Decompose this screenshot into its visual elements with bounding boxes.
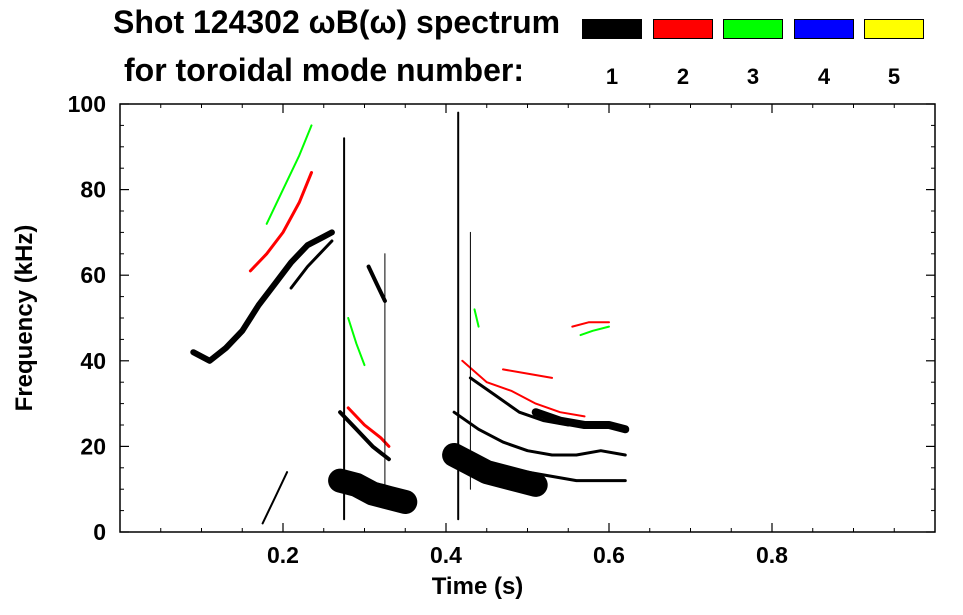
y-tick-label: 60 xyxy=(80,262,106,288)
legend-swatch-mode-5 xyxy=(864,19,924,39)
mode-3-band-19 xyxy=(473,308,480,328)
x-tick-label: 0.8 xyxy=(756,542,788,568)
x-axis-title: Time (s) xyxy=(432,573,524,600)
mode-3-band-18 xyxy=(579,325,610,337)
legend-swatch-mode-3 xyxy=(723,19,783,39)
legend-label-mode-2: 2 xyxy=(676,64,690,89)
mode-1-band-6 xyxy=(442,443,548,497)
mode-1-band-9 xyxy=(531,408,630,434)
legend-label-mode-4: 4 xyxy=(817,64,831,89)
mode-2-band-14 xyxy=(502,368,553,379)
mode-2-band-15 xyxy=(571,321,610,328)
chart-title-line1: Shot 124302 ωB(ω) spectrum xyxy=(113,4,561,40)
mode-3-band-16 xyxy=(265,124,313,225)
x-tick-label: 0.2 xyxy=(267,542,299,568)
mode-1-band-4 xyxy=(366,264,387,303)
legend-label-mode-5: 5 xyxy=(887,64,901,89)
y-tick-label: 20 xyxy=(80,433,106,459)
mode-1-band-7 xyxy=(452,410,627,457)
mode-2-band-11 xyxy=(248,171,313,273)
mode-1-band-0 xyxy=(190,229,335,364)
mode-1-band-10 xyxy=(526,470,627,483)
legend-swatch-mode-1 xyxy=(582,19,642,39)
mode-1-band-2 xyxy=(328,468,418,514)
plot-frame xyxy=(119,103,936,533)
x-tick-label: 0.6 xyxy=(593,542,625,568)
mode-1-band-5 xyxy=(261,471,289,525)
mode-1-band-8 xyxy=(468,376,570,427)
y-axis-title: Frequency (kHz) xyxy=(11,225,38,412)
mode-1-band-3 xyxy=(338,410,391,462)
y-tick-label: 100 xyxy=(68,91,106,117)
legend-label-mode-1: 1 xyxy=(605,64,619,89)
mode-2-band-13 xyxy=(461,359,586,418)
mode-1-band-1 xyxy=(289,239,334,290)
plot-data-layer xyxy=(190,111,630,525)
legend-label-mode-3: 3 xyxy=(746,64,760,89)
y-tick-label: 0 xyxy=(93,519,106,545)
axis-ticks: 0.2 0.4 0.6 0.8 0 20 40 60 80 100 xyxy=(68,91,935,568)
y-tick-label: 40 xyxy=(80,348,106,374)
legend-swatch-mode-4 xyxy=(794,19,854,39)
chart-title-line2: for toroidal mode number: xyxy=(124,52,524,88)
mode-3-band-17 xyxy=(347,317,366,367)
x-tick-label: 0.4 xyxy=(430,542,462,568)
y-tick-label: 80 xyxy=(80,177,106,203)
legend-swatch-mode-2 xyxy=(653,19,713,39)
